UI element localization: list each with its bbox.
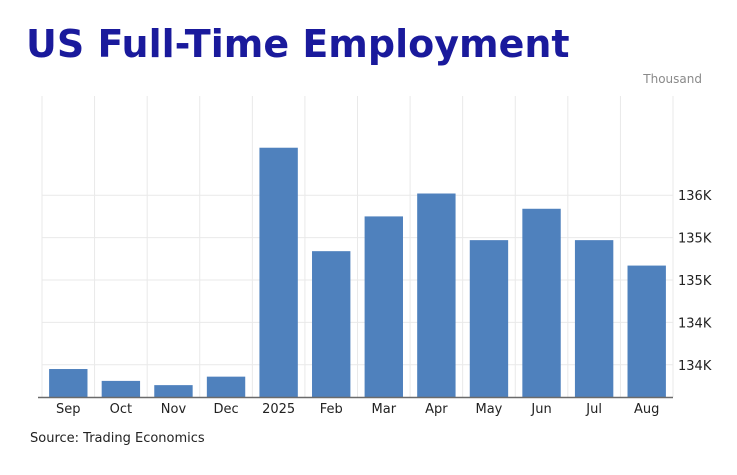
bar-2025 [259,147,298,397]
bar-nov [154,385,193,397]
x-tick-label: Nov [161,402,187,417]
y-tick-label: 135K [678,232,712,247]
x-tick-label: Dec [213,402,238,417]
y-tick-label: 135K [678,274,712,289]
y-tick-label: 134K [678,359,712,374]
x-tick-label: 2025 [262,402,295,417]
x-tick-label: Mar [372,402,397,417]
y-axis-unit-label: Thousand [642,72,702,86]
source-caption: Source: Trading Economics [30,431,205,446]
bar-may [469,240,509,397]
x-tick-label: Apr [425,402,448,417]
chart-title: US Full-Time Employment [26,22,570,66]
bar-oct [101,380,141,397]
bar-feb [312,251,351,397]
bars [49,147,666,397]
bar-dec [206,376,246,397]
x-tick-label: Aug [634,402,659,417]
bar-jun [522,208,561,397]
x-tick-label: Jul [585,402,602,417]
bar-jul [574,240,614,397]
grid-lines [41,96,674,397]
bar-aug [627,265,666,397]
bar-apr [417,193,456,397]
axes: 134K 134K 135K 135K 136K Sep Oct Nov Dec 2025 Feb M… [38,189,712,417]
bar-mar [364,216,403,397]
x-tick-label: May [476,402,503,417]
bar-sep [49,369,88,397]
x-tick-label: Feb [320,402,343,417]
y-tick-label: 136K [678,189,712,204]
x-tick-label: Oct [110,402,132,417]
x-tick-label: Jun [530,402,551,417]
y-tick-label: 134K [678,316,712,331]
x-tick-label: Sep [56,402,81,417]
